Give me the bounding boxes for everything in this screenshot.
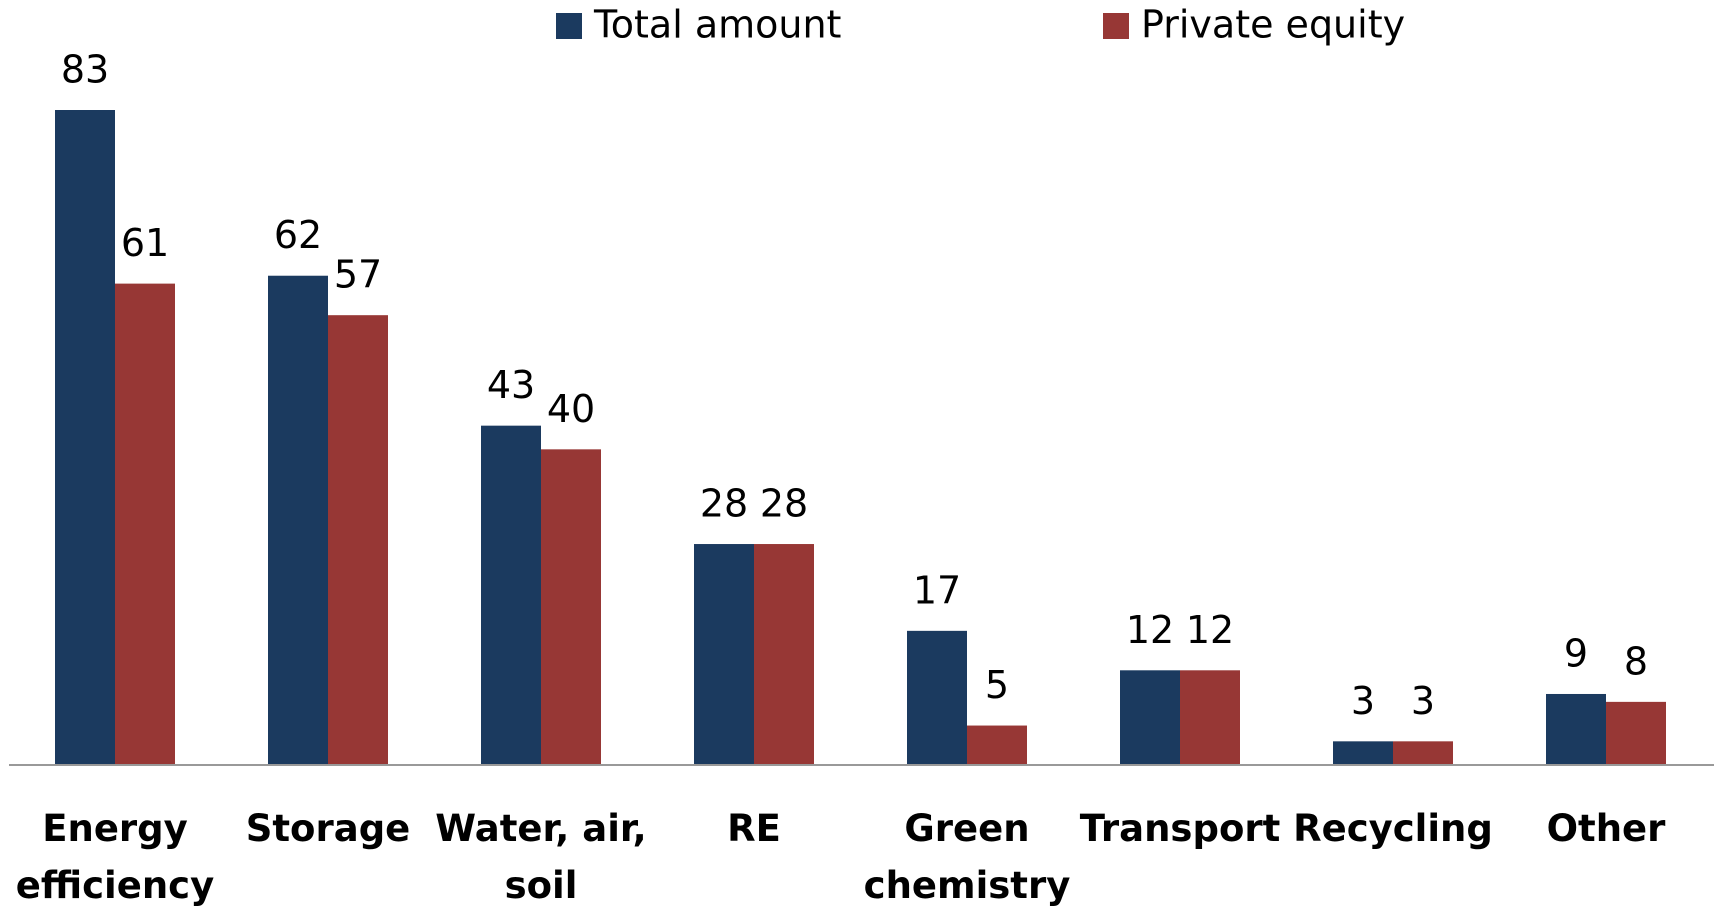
bar — [1606, 701, 1666, 765]
data-label: 28 — [700, 482, 748, 526]
legend-swatch — [556, 13, 582, 39]
x-tick-label: Storage — [245, 807, 411, 850]
data-label: 3 — [1411, 679, 1435, 723]
data-label: 8 — [1624, 639, 1648, 683]
bar — [907, 630, 967, 765]
bar — [268, 275, 328, 765]
data-label: 40 — [547, 387, 595, 431]
data-label: 43 — [487, 363, 535, 407]
bar — [1333, 741, 1393, 765]
bar — [1120, 670, 1180, 765]
legend-swatch — [1103, 13, 1129, 39]
bar — [55, 110, 115, 765]
x-tick-label: Water, air, soil — [435, 807, 647, 907]
data-label: 12 — [1186, 608, 1234, 652]
bar — [115, 283, 175, 765]
x-tick-label: Other — [1546, 807, 1666, 850]
legend-label: Private equity — [1141, 3, 1405, 47]
bar — [694, 544, 754, 765]
bar — [541, 449, 601, 765]
data-label: 57 — [334, 253, 382, 297]
data-label: 9 — [1564, 631, 1588, 675]
x-tick-label: Recycling — [1293, 807, 1493, 850]
x-tick-label: Energy efficiency — [15, 807, 215, 907]
bar — [1180, 670, 1240, 765]
data-label: 12 — [1126, 608, 1174, 652]
data-label: 28 — [760, 482, 808, 526]
data-label: 17 — [913, 568, 961, 612]
x-tick-label: Transport — [1079, 807, 1281, 850]
x-tick-label: Green chemistry — [863, 807, 1071, 907]
x-tick-label: RE — [727, 807, 781, 850]
bar — [754, 544, 814, 765]
bar — [1546, 693, 1606, 765]
legend-label: Total amount — [593, 3, 841, 47]
data-label: 5 — [985, 663, 1009, 707]
data-label: 61 — [121, 221, 169, 265]
data-label: 83 — [61, 48, 109, 92]
data-label: 3 — [1351, 679, 1375, 723]
bar — [481, 425, 541, 765]
bar — [967, 725, 1027, 765]
bar — [1393, 741, 1453, 765]
bar — [328, 315, 388, 765]
data-label: 62 — [274, 213, 322, 257]
